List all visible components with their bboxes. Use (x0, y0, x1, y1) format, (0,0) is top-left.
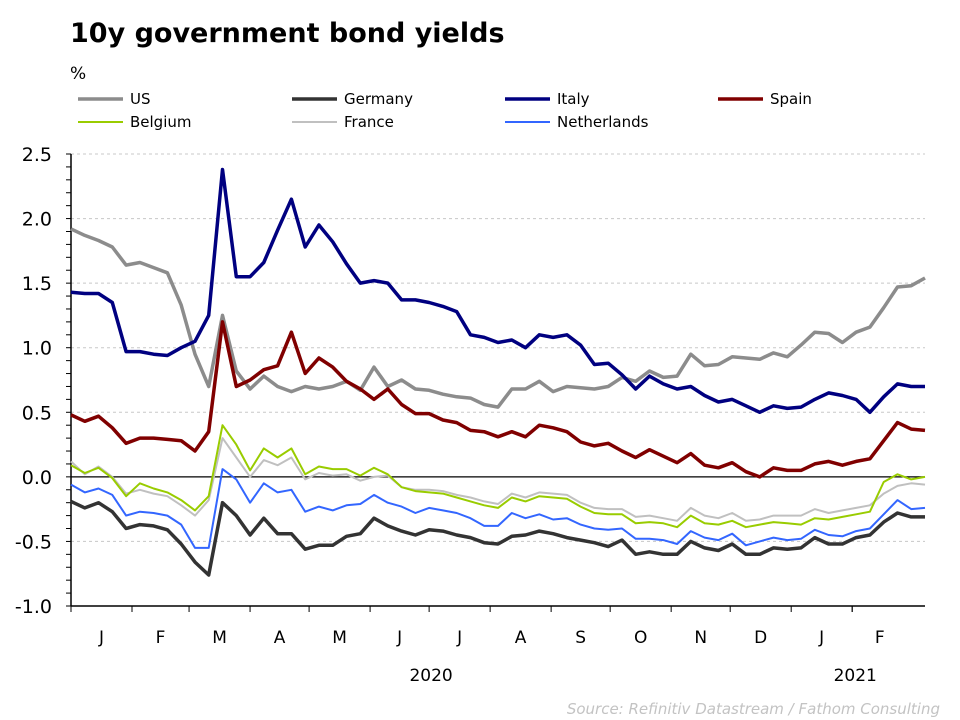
month-label: A (515, 628, 527, 648)
month-label: N (694, 628, 707, 648)
series-lines (70, 167, 926, 577)
y-tick-label: -1.0 (15, 596, 52, 618)
x-axis: J F M A M J J A S O N D J F 2020 2021 (70, 605, 925, 686)
y-tick-label: 0.0 (22, 467, 52, 489)
legend: US Germany Italy Spain Belgium France Netherla… (78, 90, 812, 131)
month-label: A (274, 628, 286, 648)
legend-label: France (344, 113, 394, 131)
month-label: M (212, 628, 227, 648)
year-label: 2021 (834, 666, 877, 686)
chart-title: 10y government bond yields (70, 18, 505, 49)
month-label: D (754, 628, 767, 648)
month-label: M (332, 628, 347, 648)
series-line-spain (70, 320, 926, 479)
legend-item-belgium: Belgium (78, 113, 192, 131)
y-tick-label: 1.5 (22, 273, 52, 295)
source-note: Source: Refinitiv Datastream / Fathom Co… (567, 700, 940, 718)
legend-item-us: US (78, 90, 151, 108)
legend-item-france: France (292, 113, 394, 131)
legend-label: Germany (344, 90, 413, 108)
month-label: F (156, 628, 166, 648)
month-label: J (818, 628, 824, 648)
y-tick-label: 1.0 (22, 338, 52, 360)
legend-item-italy: Italy (505, 90, 590, 108)
y-tick-label: -0.5 (15, 531, 52, 553)
y-tick-label: 0.5 (22, 402, 52, 424)
legend-label: US (130, 90, 151, 108)
series-line-germany (70, 499, 925, 577)
y-tick-label: 2.0 (22, 209, 52, 231)
series-line-us (70, 227, 926, 409)
series-line-netherlands (70, 468, 926, 549)
series-line-france (70, 437, 926, 522)
month-label: S (575, 628, 586, 648)
y-axis: 2.5 2.0 1.5 1.0 0.5 0.0 -0.5 -1.0 (15, 144, 72, 618)
month-label: J (396, 628, 402, 648)
legend-item-germany: Germany (292, 90, 413, 108)
legend-label: Belgium (130, 113, 192, 131)
legend-label: Italy (557, 90, 590, 108)
y-axis-unit: % (70, 64, 86, 84)
series-line-belgium (70, 424, 926, 529)
month-label: O (634, 628, 647, 648)
legend-item-netherlands: Netherlands (505, 113, 649, 131)
month-label: F (875, 628, 885, 648)
legend-item-spain: Spain (718, 90, 812, 108)
year-label: 2020 (409, 666, 452, 686)
legend-label: Spain (770, 90, 812, 108)
series-line-italy (70, 167, 925, 415)
y-tick-label: 2.5 (22, 144, 52, 166)
legend-label: Netherlands (557, 113, 649, 131)
month-label: J (98, 628, 104, 648)
month-label: J (456, 628, 462, 648)
